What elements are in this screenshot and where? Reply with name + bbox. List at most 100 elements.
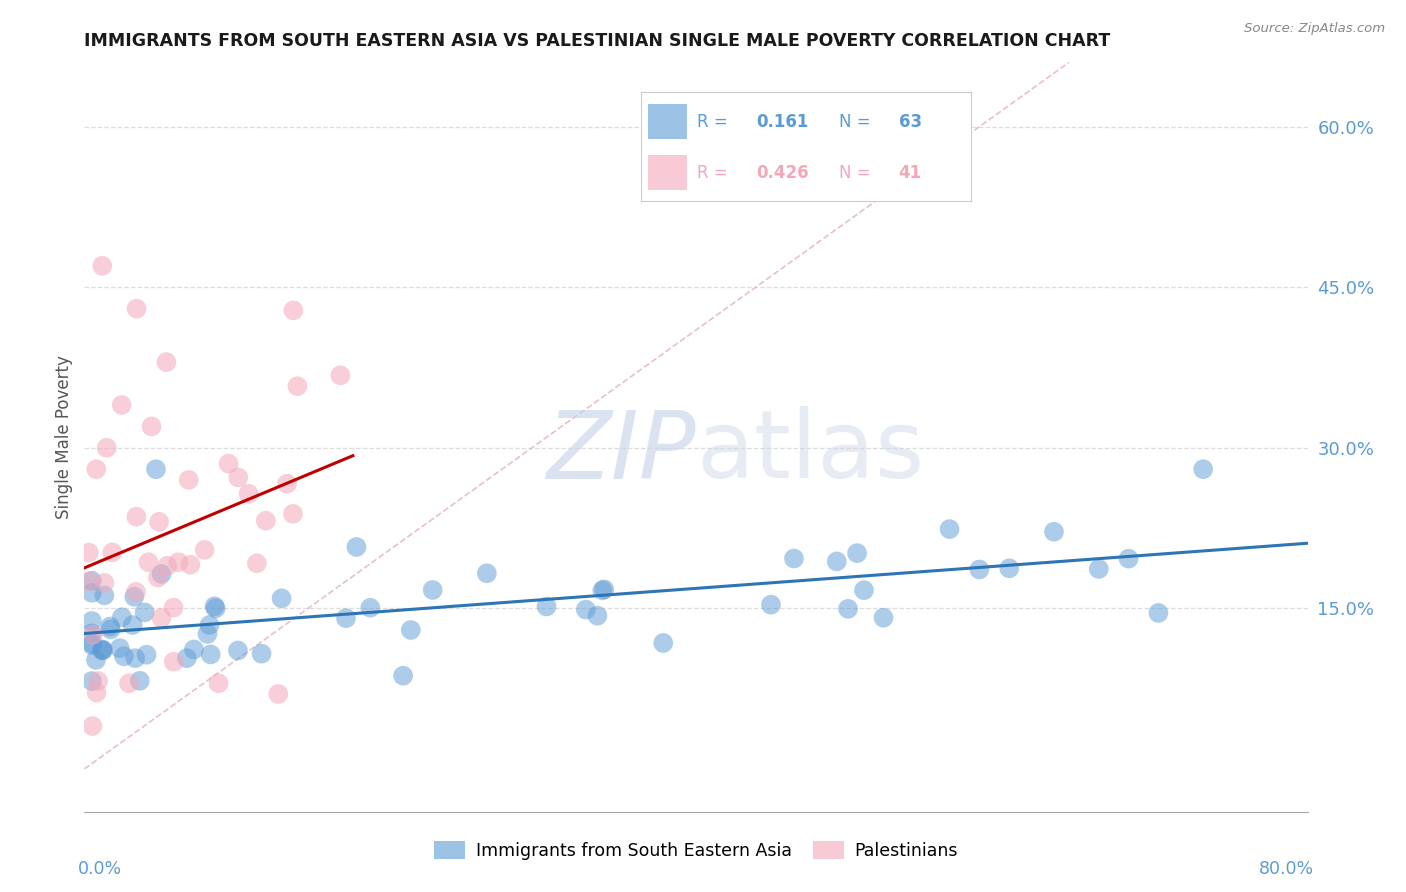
Point — [91, 643, 114, 657]
Point — [155, 355, 177, 369]
Point — [84, 462, 107, 476]
Point — [198, 618, 221, 632]
Point — [575, 602, 598, 616]
Point — [80, 626, 103, 640]
Point — [150, 611, 173, 625]
Point — [238, 487, 260, 501]
Point — [825, 554, 848, 568]
Legend: Immigrants from South Eastern Asia, Palestinians: Immigrants from South Eastern Asia, Pale… — [427, 834, 965, 867]
Point — [837, 602, 859, 616]
Point — [938, 522, 960, 536]
Point — [194, 542, 217, 557]
Point — [200, 648, 222, 662]
Point — [167, 555, 190, 569]
Point — [783, 551, 806, 566]
Point — [112, 649, 135, 664]
Point — [281, 507, 304, 521]
Point — [1118, 551, 1140, 566]
Point — [346, 540, 368, 554]
Point — [276, 476, 298, 491]
Point — [1087, 562, 1109, 576]
Point — [77, 546, 100, 560]
Point — [329, 368, 352, 383]
Point — [218, 457, 240, 471]
Point — [125, 509, 148, 524]
Point — [80, 586, 103, 600]
Point — [1043, 524, 1066, 539]
Point — [1147, 606, 1170, 620]
Point — [179, 558, 201, 572]
Point — [124, 651, 146, 665]
Point — [197, 627, 219, 641]
Point — [162, 600, 184, 615]
Y-axis label: Single Male Poverty: Single Male Poverty — [55, 355, 73, 519]
Point — [111, 610, 134, 624]
Point — [270, 591, 292, 606]
Point — [128, 673, 150, 688]
Point — [125, 301, 148, 316]
Point — [125, 585, 148, 599]
Point — [134, 606, 156, 620]
Point — [335, 611, 357, 625]
Point — [91, 642, 114, 657]
Point — [163, 655, 186, 669]
Point — [591, 583, 613, 598]
Point — [156, 558, 179, 573]
Point — [475, 566, 498, 581]
Point — [226, 470, 249, 484]
Point — [135, 648, 157, 662]
Point — [176, 651, 198, 665]
Point — [93, 588, 115, 602]
Point — [998, 561, 1021, 575]
Point — [586, 608, 609, 623]
Point — [872, 611, 894, 625]
Point — [146, 571, 169, 585]
Text: atlas: atlas — [696, 406, 924, 498]
Point — [138, 555, 160, 569]
Text: Source: ZipAtlas.com: Source: ZipAtlas.com — [1244, 22, 1385, 36]
Point — [183, 642, 205, 657]
Point — [399, 623, 422, 637]
Point — [100, 623, 122, 637]
Point — [246, 556, 269, 570]
Point — [80, 638, 103, 652]
Point — [359, 600, 381, 615]
Point — [108, 641, 131, 656]
Point — [118, 676, 141, 690]
Point — [1192, 462, 1215, 476]
Point — [759, 598, 782, 612]
Point — [250, 647, 273, 661]
Point — [77, 574, 100, 589]
Text: 80.0%: 80.0% — [1258, 861, 1313, 879]
Point — [96, 441, 118, 455]
Point — [80, 673, 103, 688]
Point — [101, 545, 124, 559]
Point — [392, 668, 415, 682]
Point — [98, 619, 121, 633]
Point — [267, 687, 290, 701]
Point — [287, 379, 309, 393]
Point — [82, 719, 104, 733]
Point — [207, 676, 229, 690]
Text: 0.0%: 0.0% — [79, 861, 122, 879]
Point — [177, 473, 200, 487]
Point — [852, 583, 875, 598]
Point — [254, 514, 277, 528]
Point — [145, 462, 167, 476]
Point — [86, 685, 108, 699]
Point — [283, 303, 305, 318]
Point — [91, 643, 114, 657]
Text: ZIP: ZIP — [547, 407, 696, 498]
Point — [124, 590, 146, 604]
Point — [80, 574, 103, 588]
Point — [204, 601, 226, 615]
Point — [84, 653, 107, 667]
Point — [204, 599, 226, 614]
Point — [593, 582, 616, 597]
Point — [111, 398, 134, 412]
Point — [80, 614, 103, 628]
Text: IMMIGRANTS FROM SOUTH EASTERN ASIA VS PALESTINIAN SINGLE MALE POVERTY CORRELATIO: IMMIGRANTS FROM SOUTH EASTERN ASIA VS PA… — [84, 32, 1111, 50]
Point — [652, 636, 675, 650]
Point — [536, 599, 558, 614]
Point — [141, 419, 163, 434]
